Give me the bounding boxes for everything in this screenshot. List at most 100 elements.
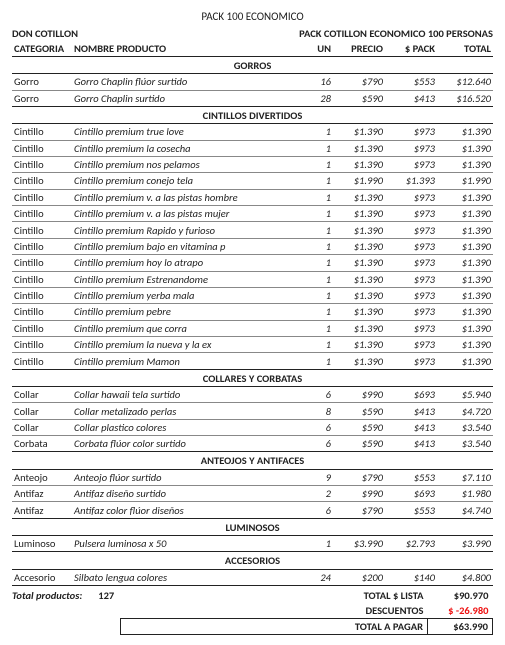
cell-cat: Cintillo <box>12 287 72 303</box>
cell-total: $3.990 <box>437 535 493 551</box>
cell-cat: Cintillo <box>12 206 72 222</box>
cell-pack: $973 <box>385 189 437 205</box>
pagar-label: TOTAL A PAGAR <box>121 618 428 634</box>
subtitle: PACK COTILLON ECONOMICO 100 PERSONAS <box>299 27 493 40</box>
lista-label: TOTAL $ LISTA <box>121 588 428 603</box>
cell-total: $1.390 <box>437 222 493 238</box>
section-header: LUMINOSOS <box>12 518 493 535</box>
cell-total: $1.390 <box>437 255 493 271</box>
cell-total: $5.940 <box>437 386 493 402</box>
table-row: AntifazAntifaz diseño surtido2$990$693$1… <box>12 486 493 502</box>
cell-pack: $553 <box>385 502 437 518</box>
cell-pack: $973 <box>385 222 437 238</box>
cell-cat: Cintillo <box>12 140 72 156</box>
cell-name: Anteojo flúor surtido <box>72 469 295 485</box>
cell-pack: $973 <box>385 206 437 222</box>
descuentos-amount: $ -26.980 <box>428 603 493 619</box>
table-row: AntifazAntifaz color flúor diseños6$790$… <box>12 502 493 518</box>
cell-un: 1 <box>295 156 333 172</box>
cell-pack: $693 <box>385 486 437 502</box>
cell-precio: $1.390 <box>333 189 385 205</box>
table-row: AccesorioSilbato lengua colores24$200$14… <box>12 569 493 585</box>
cell-cat: Cintillo <box>12 320 72 336</box>
cell-name: Cintillo premium Rapido y furioso <box>72 222 295 238</box>
cell-precio: $790 <box>333 469 385 485</box>
cell-cat: Antifaz <box>12 502 72 518</box>
cell-name: Cintillo premium bajo en vitamina p <box>72 238 295 254</box>
section-header: CINTILLOS DIVERTIDOS <box>12 106 493 123</box>
cell-precio: $990 <box>333 386 385 402</box>
cell-name: Cintillo premium nos pelamos <box>72 156 295 172</box>
cell-cat: Anteojo <box>12 469 72 485</box>
cell-name: Collar hawaii tela surtido <box>72 386 295 402</box>
table-row: CintilloCintillo premium la nueva y la e… <box>12 337 493 353</box>
cell-name: Cintillo premium Mamon <box>72 353 295 369</box>
table-row: CintilloCintillo premium v. a las pistas… <box>12 189 493 205</box>
cell-precio: $1.390 <box>333 304 385 320</box>
cell-un: 1 <box>295 255 333 271</box>
cell-precio: $590 <box>333 436 385 452</box>
cell-un: 1 <box>295 140 333 156</box>
cell-pack: $1.393 <box>385 173 437 189</box>
cell-name: Collar plastico colores <box>72 419 295 435</box>
table-row: CintilloCintillo premium v. a las pistas… <box>12 206 493 222</box>
pagar-amount: $63.990 <box>428 618 493 634</box>
section-header: ACCESORIOS <box>12 552 493 569</box>
col-pack: $ PACK <box>385 40 437 57</box>
table-row: CintilloCintillo premium Rapido y furios… <box>12 222 493 238</box>
cell-name: Gorro Chaplin surtido <box>72 90 295 106</box>
cell-total: $1.990 <box>437 173 493 189</box>
cell-cat: Gorro <box>12 90 72 106</box>
cell-precio: $990 <box>333 486 385 502</box>
cell-total: $1.980 <box>437 486 493 502</box>
cell-pack: $2.793 <box>385 535 437 551</box>
cell-total: $1.390 <box>437 206 493 222</box>
table-row: CintilloCintillo premium la cosecha1$1.3… <box>12 140 493 156</box>
cell-total: $1.390 <box>437 156 493 172</box>
cell-pack: $413 <box>385 90 437 106</box>
cell-un: 6 <box>295 419 333 435</box>
descuentos-label: DESCUENTOS <box>121 603 428 619</box>
cell-cat: Cintillo <box>12 304 72 320</box>
table-row: CintilloCintillo premium Mamon1$1.390$97… <box>12 353 493 369</box>
cell-un: 1 <box>295 353 333 369</box>
cell-un: 9 <box>295 469 333 485</box>
cell-un: 1 <box>295 238 333 254</box>
cell-name: Collar metalizado perlas <box>72 403 295 419</box>
cell-un: 6 <box>295 386 333 402</box>
cell-un: 1 <box>295 304 333 320</box>
col-un: UN <box>295 40 333 57</box>
cell-total: $1.390 <box>437 238 493 254</box>
cell-pack: $973 <box>385 238 437 254</box>
table-row: CintilloCintillo premium pebre1$1.390$97… <box>12 304 493 320</box>
cell-pack: $973 <box>385 320 437 336</box>
table-row: CintilloCintillo premium yerba mala1$1.3… <box>12 287 493 303</box>
cell-pack: $973 <box>385 304 437 320</box>
cell-cat: Cintillo <box>12 222 72 238</box>
cell-un: 1 <box>295 189 333 205</box>
cell-name: Cintillo premium yerba mala <box>72 287 295 303</box>
cell-un: 1 <box>295 337 333 353</box>
cell-total: $4.740 <box>437 502 493 518</box>
cell-name: Cintillo premium conejo tela <box>72 173 295 189</box>
cell-pack: $140 <box>385 569 437 585</box>
cell-precio: $790 <box>333 74 385 90</box>
cell-total: $1.390 <box>437 287 493 303</box>
cell-total: $4.720 <box>437 403 493 419</box>
cell-total: $1.390 <box>437 271 493 287</box>
cell-name: Silbato lengua colores <box>72 569 295 585</box>
cell-precio: $1.990 <box>333 173 385 189</box>
cell-pack: $973 <box>385 255 437 271</box>
cell-un: 2 <box>295 486 333 502</box>
brand: DON COTILLON <box>12 27 78 40</box>
cell-cat: Cintillo <box>12 337 72 353</box>
cell-cat: Cintillo <box>12 189 72 205</box>
cell-total: $1.390 <box>437 140 493 156</box>
cell-precio: $1.390 <box>333 140 385 156</box>
cell-cat: Cintillo <box>12 255 72 271</box>
cell-pack: $973 <box>385 124 437 140</box>
product-table: CATEGORIA NOMBRE PRODUCTO UN PRECIO $ PA… <box>12 40 493 586</box>
table-row: LuminosoPulsera luminosa x 501$3.990$2.7… <box>12 535 493 551</box>
cell-pack: $413 <box>385 419 437 435</box>
cell-precio: $590 <box>333 403 385 419</box>
